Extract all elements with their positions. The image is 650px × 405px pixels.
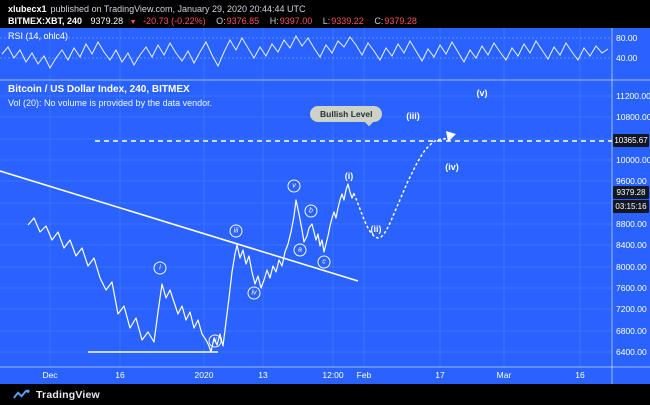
- published-text: published on TradingView.com, January 29…: [50, 4, 306, 14]
- brand-name[interactable]: TradingView: [36, 388, 100, 401]
- descending-trendline[interactable]: [0, 170, 359, 282]
- projection-path[interactable]: [353, 137, 448, 239]
- open-label: O:: [216, 16, 226, 26]
- price-line: [27, 183, 355, 353]
- low-value: 9339.22: [331, 16, 364, 26]
- rsi-line: [1, 34, 609, 70]
- down-arrow-icon: ▼: [129, 19, 137, 26]
- price-change: -20.73 (-0.22%): [143, 16, 206, 26]
- symbol-interval[interactable]: BITMEX:XBT, 240: [8, 16, 83, 26]
- projection-arrowhead: [446, 131, 456, 142]
- publish-footer: TradingView: [0, 384, 650, 405]
- publish-header: xlubecx1 published on TradingView.com, Ja…: [0, 0, 650, 28]
- publish-info-row: xlubecx1 published on TradingView.com, Ja…: [8, 3, 650, 15]
- close-value: 9379.28: [384, 16, 417, 26]
- close-label: C:: [374, 16, 384, 26]
- open-value: 9376.85: [226, 16, 260, 26]
- last-price: 9379.28: [90, 16, 124, 26]
- low-label: L:: [322, 16, 331, 26]
- publisher-name[interactable]: xlubecx1: [8, 4, 47, 14]
- high-label: H:: [269, 16, 279, 26]
- symbol-info-row: BITMEX:XBT, 240 9379.28 ▼ -20.73 (-0.22%…: [8, 15, 650, 29]
- high-value: 9397.00: [279, 16, 313, 26]
- tradingview-logo-icon[interactable]: [13, 388, 30, 401]
